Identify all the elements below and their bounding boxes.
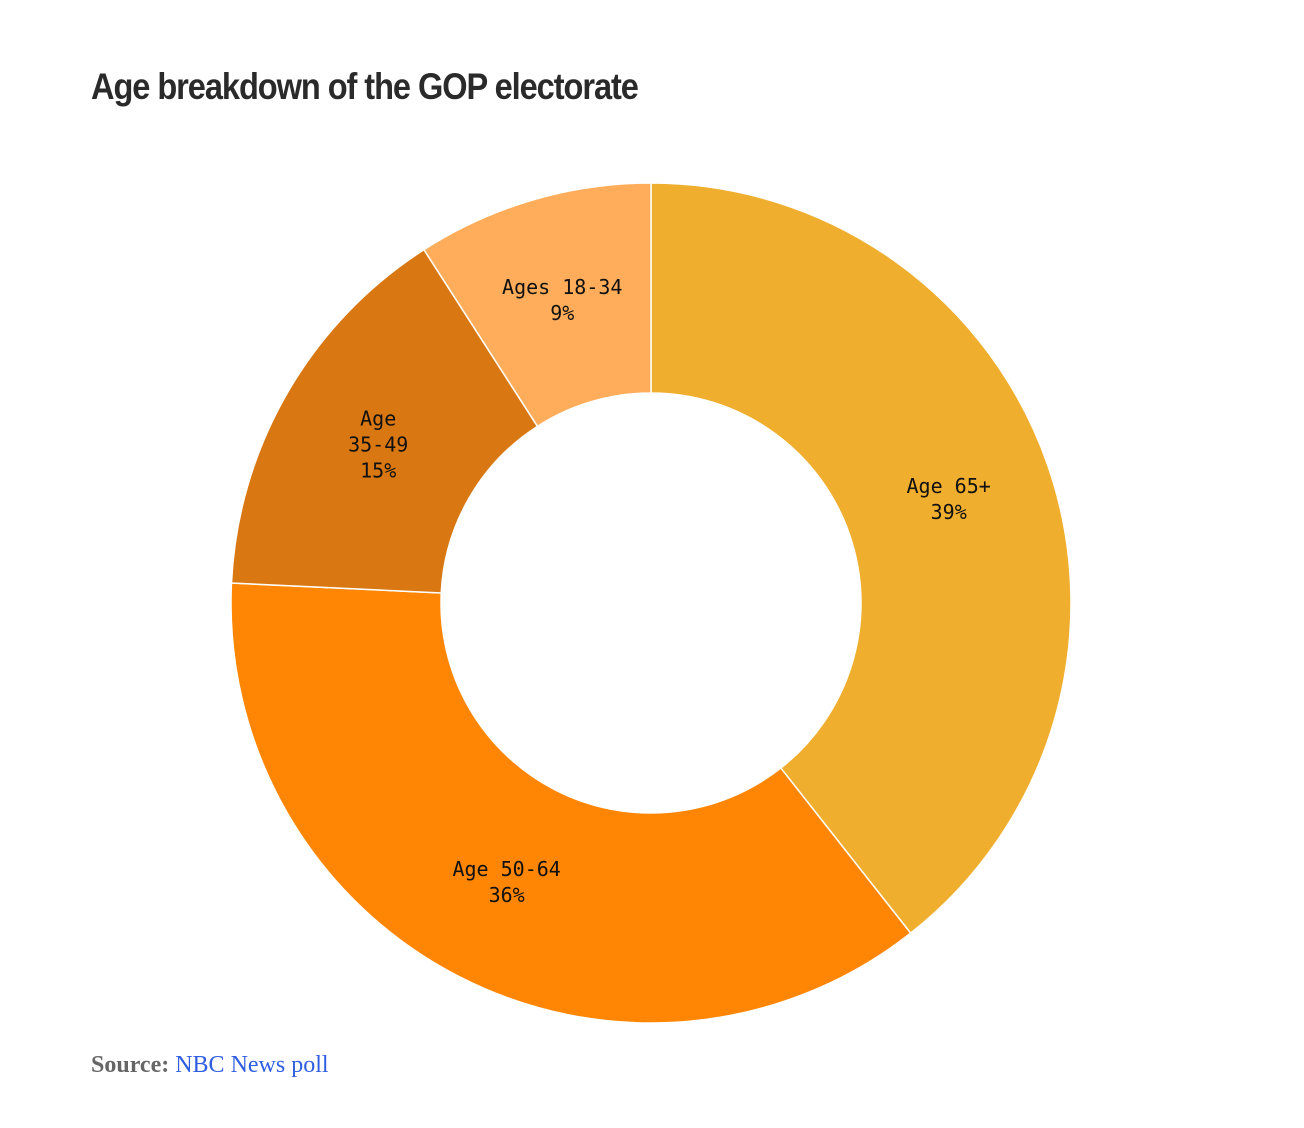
- slice-label-age-65-: Age 65+ 39%: [907, 473, 991, 523]
- slice-value-label: 39%: [931, 499, 967, 523]
- slice-value-label: 9%: [550, 300, 574, 324]
- source-line: Source: NBC News poll: [91, 1052, 329, 1079]
- slice-name-label: 35-49: [348, 432, 408, 456]
- slice-label-age-35-49: Age 35-49 15%: [348, 406, 408, 482]
- slice-name-label: Age 50-64: [452, 856, 560, 880]
- source-label: Source:: [91, 1052, 170, 1078]
- source-link[interactable]: NBC News poll: [175, 1052, 329, 1078]
- chart-title: Age breakdown of the GOP electorate: [91, 66, 639, 107]
- donut-slice-age-65-: [650, 182, 1072, 935]
- slice-label-ages-18-34: Ages 18-34 9%: [502, 274, 622, 324]
- donut-slice-ages-18-34: [422, 182, 652, 428]
- slice-name-label: Age: [360, 406, 396, 430]
- slice-value-label: 36%: [489, 882, 525, 906]
- slice-value-label: 15%: [360, 458, 396, 482]
- donut-slice-age-35-49: [230, 248, 539, 594]
- slice-name-label: Ages 18-34: [502, 274, 622, 298]
- donut-slice-age-50-64: [230, 582, 912, 1024]
- slice-label-age-50-64: Age 50-64 36%: [452, 856, 560, 906]
- slice-name-label: Age 65+: [907, 473, 991, 497]
